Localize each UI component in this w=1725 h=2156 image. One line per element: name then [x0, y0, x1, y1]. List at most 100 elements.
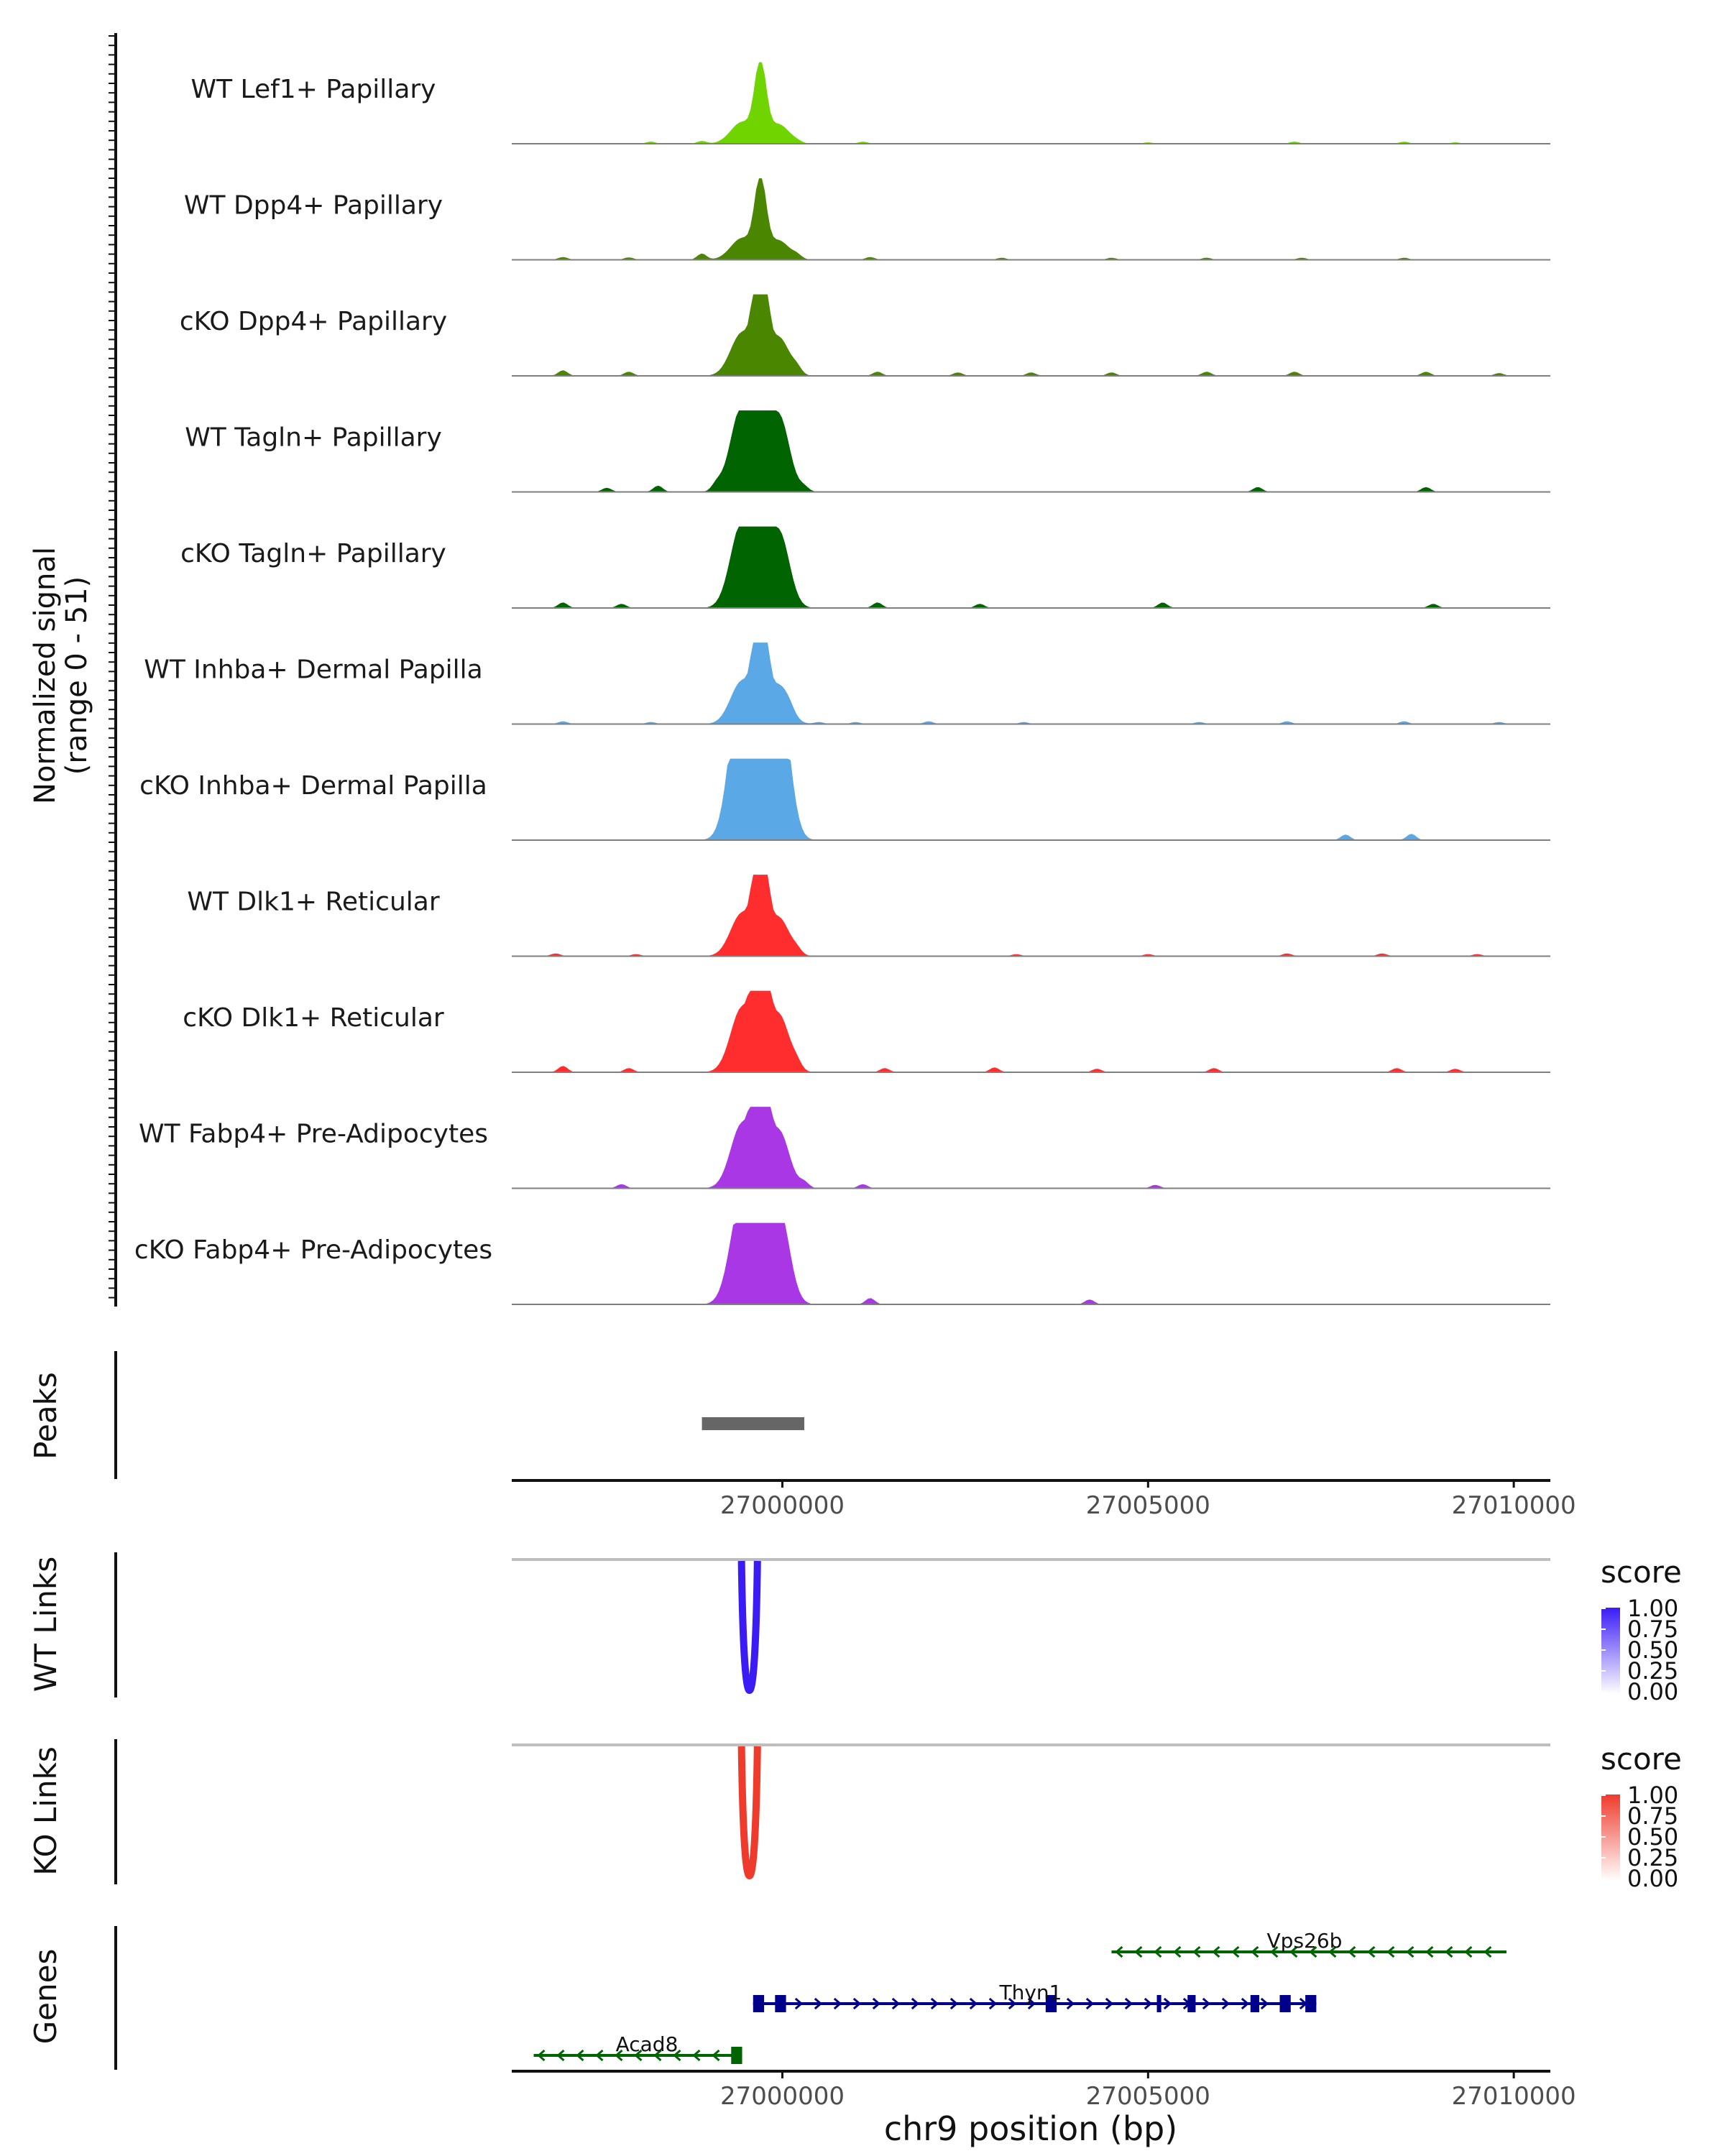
coverage-area	[512, 642, 1550, 724]
strand-arrow	[595, 2049, 604, 2062]
coverage-area	[512, 1222, 1550, 1304]
track-label: cKO Dpp4+ Papillary	[180, 307, 447, 336]
signal-range-label: (range 0 - 51)	[60, 576, 93, 775]
coverage-area	[512, 62, 1550, 144]
gene-label: Vps26b	[1267, 1929, 1343, 1953]
ko-legend-title: score	[1601, 1741, 1682, 1777]
x-tick-label: 27010000	[1452, 2082, 1576, 2111]
x-axis-top: 27000000 27005000 27010000	[720, 1480, 1576, 1520]
exon	[1250, 1995, 1259, 2012]
strand-arrow	[1066, 1997, 1075, 2010]
coverage-track: cKO Dlk1+ Reticular	[183, 990, 1550, 1073]
x-tick-label: 27010000	[1452, 1491, 1576, 1520]
coverage-track: WT Dlk1+ Reticular	[187, 875, 1550, 957]
x-axis-bottom: 27000000 27005000 27010000	[720, 2071, 1576, 2111]
strand-arrow	[653, 2049, 662, 2062]
strand-arrow	[1445, 1945, 1453, 1958]
coverage-track: cKO Tagln+ Papillary	[180, 526, 1550, 609]
strand-arrow	[673, 2049, 681, 2062]
strand-arrow	[537, 2049, 546, 2062]
track-label: WT Dpp4+ Papillary	[184, 191, 443, 221]
strand-arrow	[615, 2049, 623, 2062]
coverage-track: WT Tagln+ Papillary	[185, 410, 1550, 493]
exon	[753, 1995, 765, 2012]
strand-arrow	[872, 1997, 881, 2010]
strand-arrow	[1124, 1997, 1133, 2010]
genes-layer: Vps26b Thyn1 Acad8	[533, 1929, 1506, 2064]
coverage-track: cKO Fabp4+ Pre-Adipocytes	[134, 1222, 1550, 1305]
strand-arrow	[1260, 1997, 1269, 2010]
strand-arrow	[1027, 1997, 1036, 2010]
strand-arrow	[1386, 1945, 1395, 1958]
strand-arrow	[1173, 1945, 1182, 1958]
exon	[1279, 1995, 1291, 2012]
coverage-area	[512, 758, 1550, 840]
coverage-track: WT Dpp4+ Papillary	[184, 178, 1550, 261]
legend-tick-label: 0.50	[1627, 1636, 1678, 1664]
strand-arrow	[1221, 1997, 1230, 2010]
exon	[1187, 1995, 1196, 2012]
legend-tick-label: 0.25	[1627, 1844, 1678, 1871]
wt-links-label: WT Links	[28, 1557, 63, 1692]
peaks-layer	[702, 1417, 805, 1430]
exon	[1045, 1995, 1057, 2012]
legend-tick-label: 0.75	[1627, 1616, 1678, 1643]
strand-arrow	[556, 2049, 565, 2062]
legend-tick-label: 0.75	[1627, 1802, 1678, 1830]
x-tick-label: 27005000	[1086, 1491, 1210, 1520]
track-label: WT Dlk1+ Reticular	[187, 888, 439, 917]
legend-tick-label: 1.00	[1627, 1595, 1678, 1622]
wt-links-layer	[737, 1560, 761, 1695]
strand-arrow	[833, 1997, 842, 2010]
legend-tick-label: 1.00	[1627, 1782, 1678, 1809]
strand-arrow	[692, 2049, 701, 2062]
strand-arrow	[1115, 1945, 1123, 1958]
strand-arrow	[576, 2049, 584, 2062]
strand-arrow	[1367, 1945, 1376, 1958]
ko-legend-ticks: 1.000.750.500.250.00	[1601, 1782, 1678, 1892]
coverage-area	[512, 875, 1550, 957]
strand-arrow	[1289, 1945, 1298, 1958]
gene: Acad8	[533, 2032, 742, 2064]
link-arc	[737, 1746, 761, 1880]
coverage-track: cKO Dpp4+ Papillary	[180, 294, 1550, 377]
coverage-tracks: WT Lef1+ Papillary WT Dpp4+ Papillary cKO …	[134, 62, 1550, 1305]
x-tick-label: 27000000	[720, 2082, 845, 2111]
strand-arrow	[1134, 1945, 1143, 1958]
strand-arrow	[1309, 1945, 1317, 1958]
strand-arrow	[1008, 1997, 1017, 2010]
strand-arrow	[1154, 1945, 1162, 1958]
coverage-track: WT Fabp4+ Pre-Adipocytes	[139, 1107, 1550, 1189]
strand-arrow	[1144, 1997, 1153, 2010]
signal-axis-ticks	[109, 35, 116, 1299]
coverage-track: WT Inhba+ Dermal Papilla	[144, 642, 1550, 725]
strand-arrow	[1192, 1945, 1201, 1958]
strand-arrow	[1085, 1997, 1095, 2010]
track-label: WT Lef1+ Papillary	[191, 75, 436, 104]
peaks-track-label: Peaks	[28, 1372, 63, 1460]
strand-arrow	[1328, 1945, 1337, 1958]
strand-arrow	[712, 2049, 720, 2062]
gene: Vps26b	[1111, 1929, 1506, 1958]
coverage-area	[512, 410, 1550, 492]
x-tick-label: 27005000	[1086, 2082, 1210, 2111]
coverage-area	[512, 294, 1550, 376]
coverage-area	[512, 178, 1550, 260]
strand-arrow	[1348, 1945, 1356, 1958]
ko-links-layer	[737, 1746, 761, 1880]
strand-arrow	[1231, 1945, 1240, 1958]
gene-label: Acad8	[616, 2032, 678, 2056]
gene-label: Thyn1	[999, 1981, 1062, 2004]
wt-legend-ticks: 1.000.750.500.250.00	[1601, 1595, 1678, 1705]
strand-arrow	[1270, 1945, 1279, 1958]
coverage-track: WT Lef1+ Papillary	[191, 62, 1550, 144]
genes-track-label: Genes	[28, 1949, 63, 2045]
legend-tick-label: 0.00	[1627, 1678, 1678, 1705]
strand-arrow	[969, 1997, 978, 2010]
track-label: cKO Fabp4+ Pre-Adipocytes	[134, 1235, 492, 1265]
track-label: WT Tagln+ Papillary	[185, 423, 442, 453]
coverage-area	[512, 990, 1550, 1072]
strand-arrow	[1425, 1945, 1434, 1958]
strand-arrow	[911, 1997, 920, 2010]
strand-arrow	[891, 1997, 901, 2010]
